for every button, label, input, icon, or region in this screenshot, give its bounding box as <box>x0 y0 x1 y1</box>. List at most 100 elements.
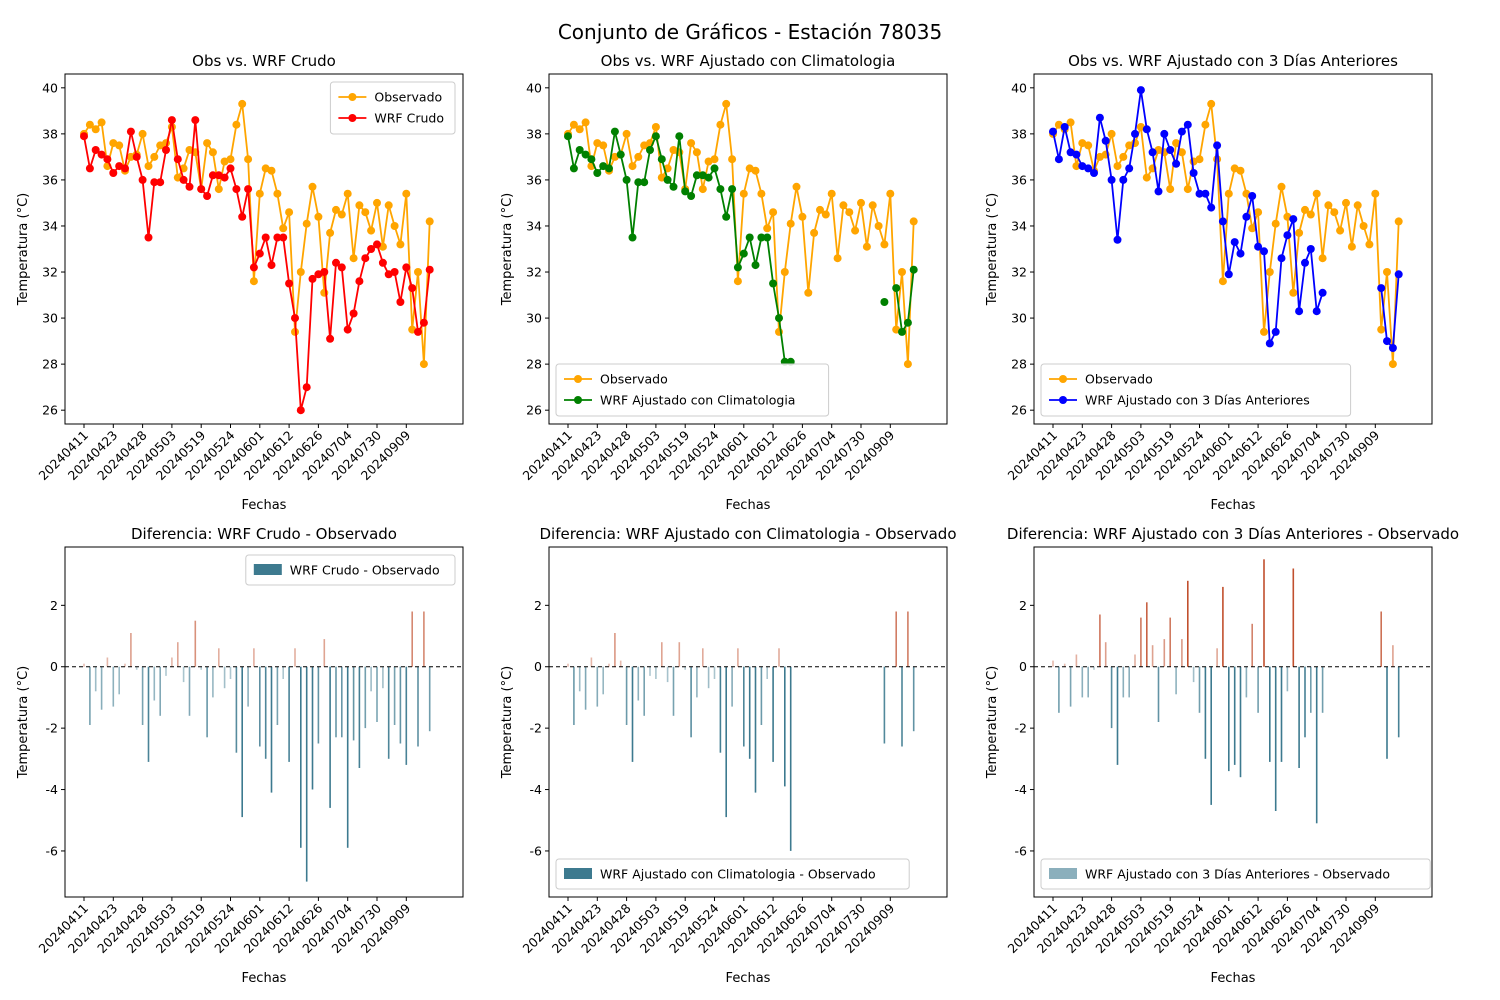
y-axis-label: Temperatura (°C) <box>500 193 515 306</box>
data-point-wrf_raw <box>138 175 147 184</box>
data-point-wrf_prev <box>1230 238 1239 247</box>
difference-bar <box>661 642 663 667</box>
data-point-wrf_clim <box>640 178 649 187</box>
data-point-observed <box>1265 268 1274 276</box>
data-point-observed <box>898 268 906 276</box>
data-point-wrf_prev <box>1113 235 1122 244</box>
y-tick-label: 32 <box>526 265 542 280</box>
difference-bar <box>106 657 109 667</box>
data-point-wrf_raw <box>332 258 340 267</box>
data-point-observed <box>267 166 276 175</box>
difference-bar <box>1298 666 1300 768</box>
data-point-observed <box>868 201 877 210</box>
data-point-wrf_raw <box>273 233 282 242</box>
difference-bar <box>399 666 402 744</box>
data-point-wrf_raw <box>97 150 106 159</box>
data-point-wrf_clim <box>722 212 731 221</box>
data-point-observed <box>1383 268 1391 276</box>
data-point-observed <box>308 182 317 191</box>
axes-frame <box>548 546 948 898</box>
data-point-observed <box>698 185 707 194</box>
y-axis-label: Temperatura (°C) <box>16 666 31 779</box>
difference-bar <box>1263 559 1265 667</box>
difference-bar <box>241 666 243 818</box>
x-axis-label: Fechas <box>726 971 771 986</box>
difference-bar <box>778 648 780 667</box>
difference-bar <box>282 666 284 679</box>
difference-bar <box>346 666 349 848</box>
data-point-wrf_prev <box>1201 189 1210 198</box>
difference-bar <box>218 648 220 667</box>
data-point-observed <box>1371 189 1380 198</box>
data-point-wrf_clim <box>610 127 619 136</box>
data-point-wrf_clim <box>692 171 701 180</box>
data-point-wrf_prev <box>1049 127 1057 136</box>
series-line-wrf_clim <box>895 269 915 333</box>
data-point-wrf_raw <box>121 164 129 173</box>
data-point-wrf_prev <box>1072 150 1081 159</box>
data-point-observed <box>751 166 760 175</box>
data-point-wrf_prev <box>1095 113 1104 122</box>
difference-bar <box>223 666 226 689</box>
data-point-wrf_clim <box>733 263 742 272</box>
data-point-observed <box>810 228 819 237</box>
y-tick-label: -2 <box>1015 721 1027 736</box>
difference-bar <box>235 666 238 753</box>
difference-bar <box>737 648 739 667</box>
data-point-observed <box>337 210 346 219</box>
data-point-wrf_prev <box>1236 249 1245 258</box>
data-point-wrf_prev <box>1242 212 1251 221</box>
data-point-observed <box>1177 148 1186 157</box>
data-point-observed <box>880 240 889 249</box>
data-point-observed <box>857 198 865 207</box>
chart-panel-6: Diferencia: WRF Ajustado con 3 Días Ante… <box>985 525 1459 986</box>
data-point-wrf_prev <box>1318 288 1327 297</box>
difference-bar <box>411 611 413 667</box>
data-point-observed <box>285 208 294 217</box>
data-point-wrf_raw <box>208 171 217 180</box>
difference-bar <box>311 666 314 790</box>
data-point-wrf_raw <box>425 265 434 274</box>
data-point-observed <box>390 222 399 230</box>
data-point-observed <box>115 141 124 150</box>
data-point-wrf_clim <box>569 164 578 173</box>
data-point-wrf_raw <box>244 185 253 194</box>
data-point-observed <box>1084 141 1093 150</box>
data-point-observed <box>1289 288 1298 297</box>
difference-bar <box>573 666 575 725</box>
data-point-observed <box>249 277 258 286</box>
legend: WRF Ajustado con 3 Días Anteriores - Obs… <box>1040 858 1431 890</box>
data-point-wrf_raw <box>373 240 381 249</box>
data-point-observed <box>314 212 323 221</box>
data-point-observed <box>1336 226 1345 235</box>
data-point-observed <box>232 120 241 129</box>
chart-panel-2: Obs vs. WRF Ajustado con Climatologia 26 2… <box>500 52 948 513</box>
difference-bar <box>1386 666 1388 759</box>
difference-bar <box>1099 614 1101 667</box>
difference-bar <box>370 666 372 692</box>
y-tick-label: 36 <box>1011 172 1027 187</box>
y-tick-label: 28 <box>1011 357 1027 372</box>
difference-bar <box>112 666 115 707</box>
y-tick-label: 2 <box>534 598 542 613</box>
data-point-observed <box>414 268 422 276</box>
difference-bar <box>329 666 331 808</box>
data-point-wrf_prev <box>1060 123 1069 131</box>
data-point-wrf_raw <box>144 233 153 242</box>
data-point-observed <box>1207 99 1216 108</box>
data-point-wrf_clim <box>622 175 631 184</box>
difference-bar <box>352 666 355 741</box>
difference-bar <box>655 666 657 679</box>
data-point-wrf_prev <box>1136 86 1145 95</box>
data-point-observed <box>214 185 223 194</box>
data-point-observed <box>710 155 719 164</box>
y-tick-label: -6 <box>46 843 59 858</box>
data-point-observed <box>722 99 731 108</box>
difference-bar <box>596 666 599 707</box>
data-point-wrf_prev <box>1160 129 1169 138</box>
data-point-wrf_prev <box>1125 164 1134 173</box>
data-point-wrf_prev <box>1177 127 1186 136</box>
data-point-wrf_raw <box>150 178 159 187</box>
difference-bar <box>405 666 408 765</box>
data-point-wrf_raw <box>261 233 270 242</box>
